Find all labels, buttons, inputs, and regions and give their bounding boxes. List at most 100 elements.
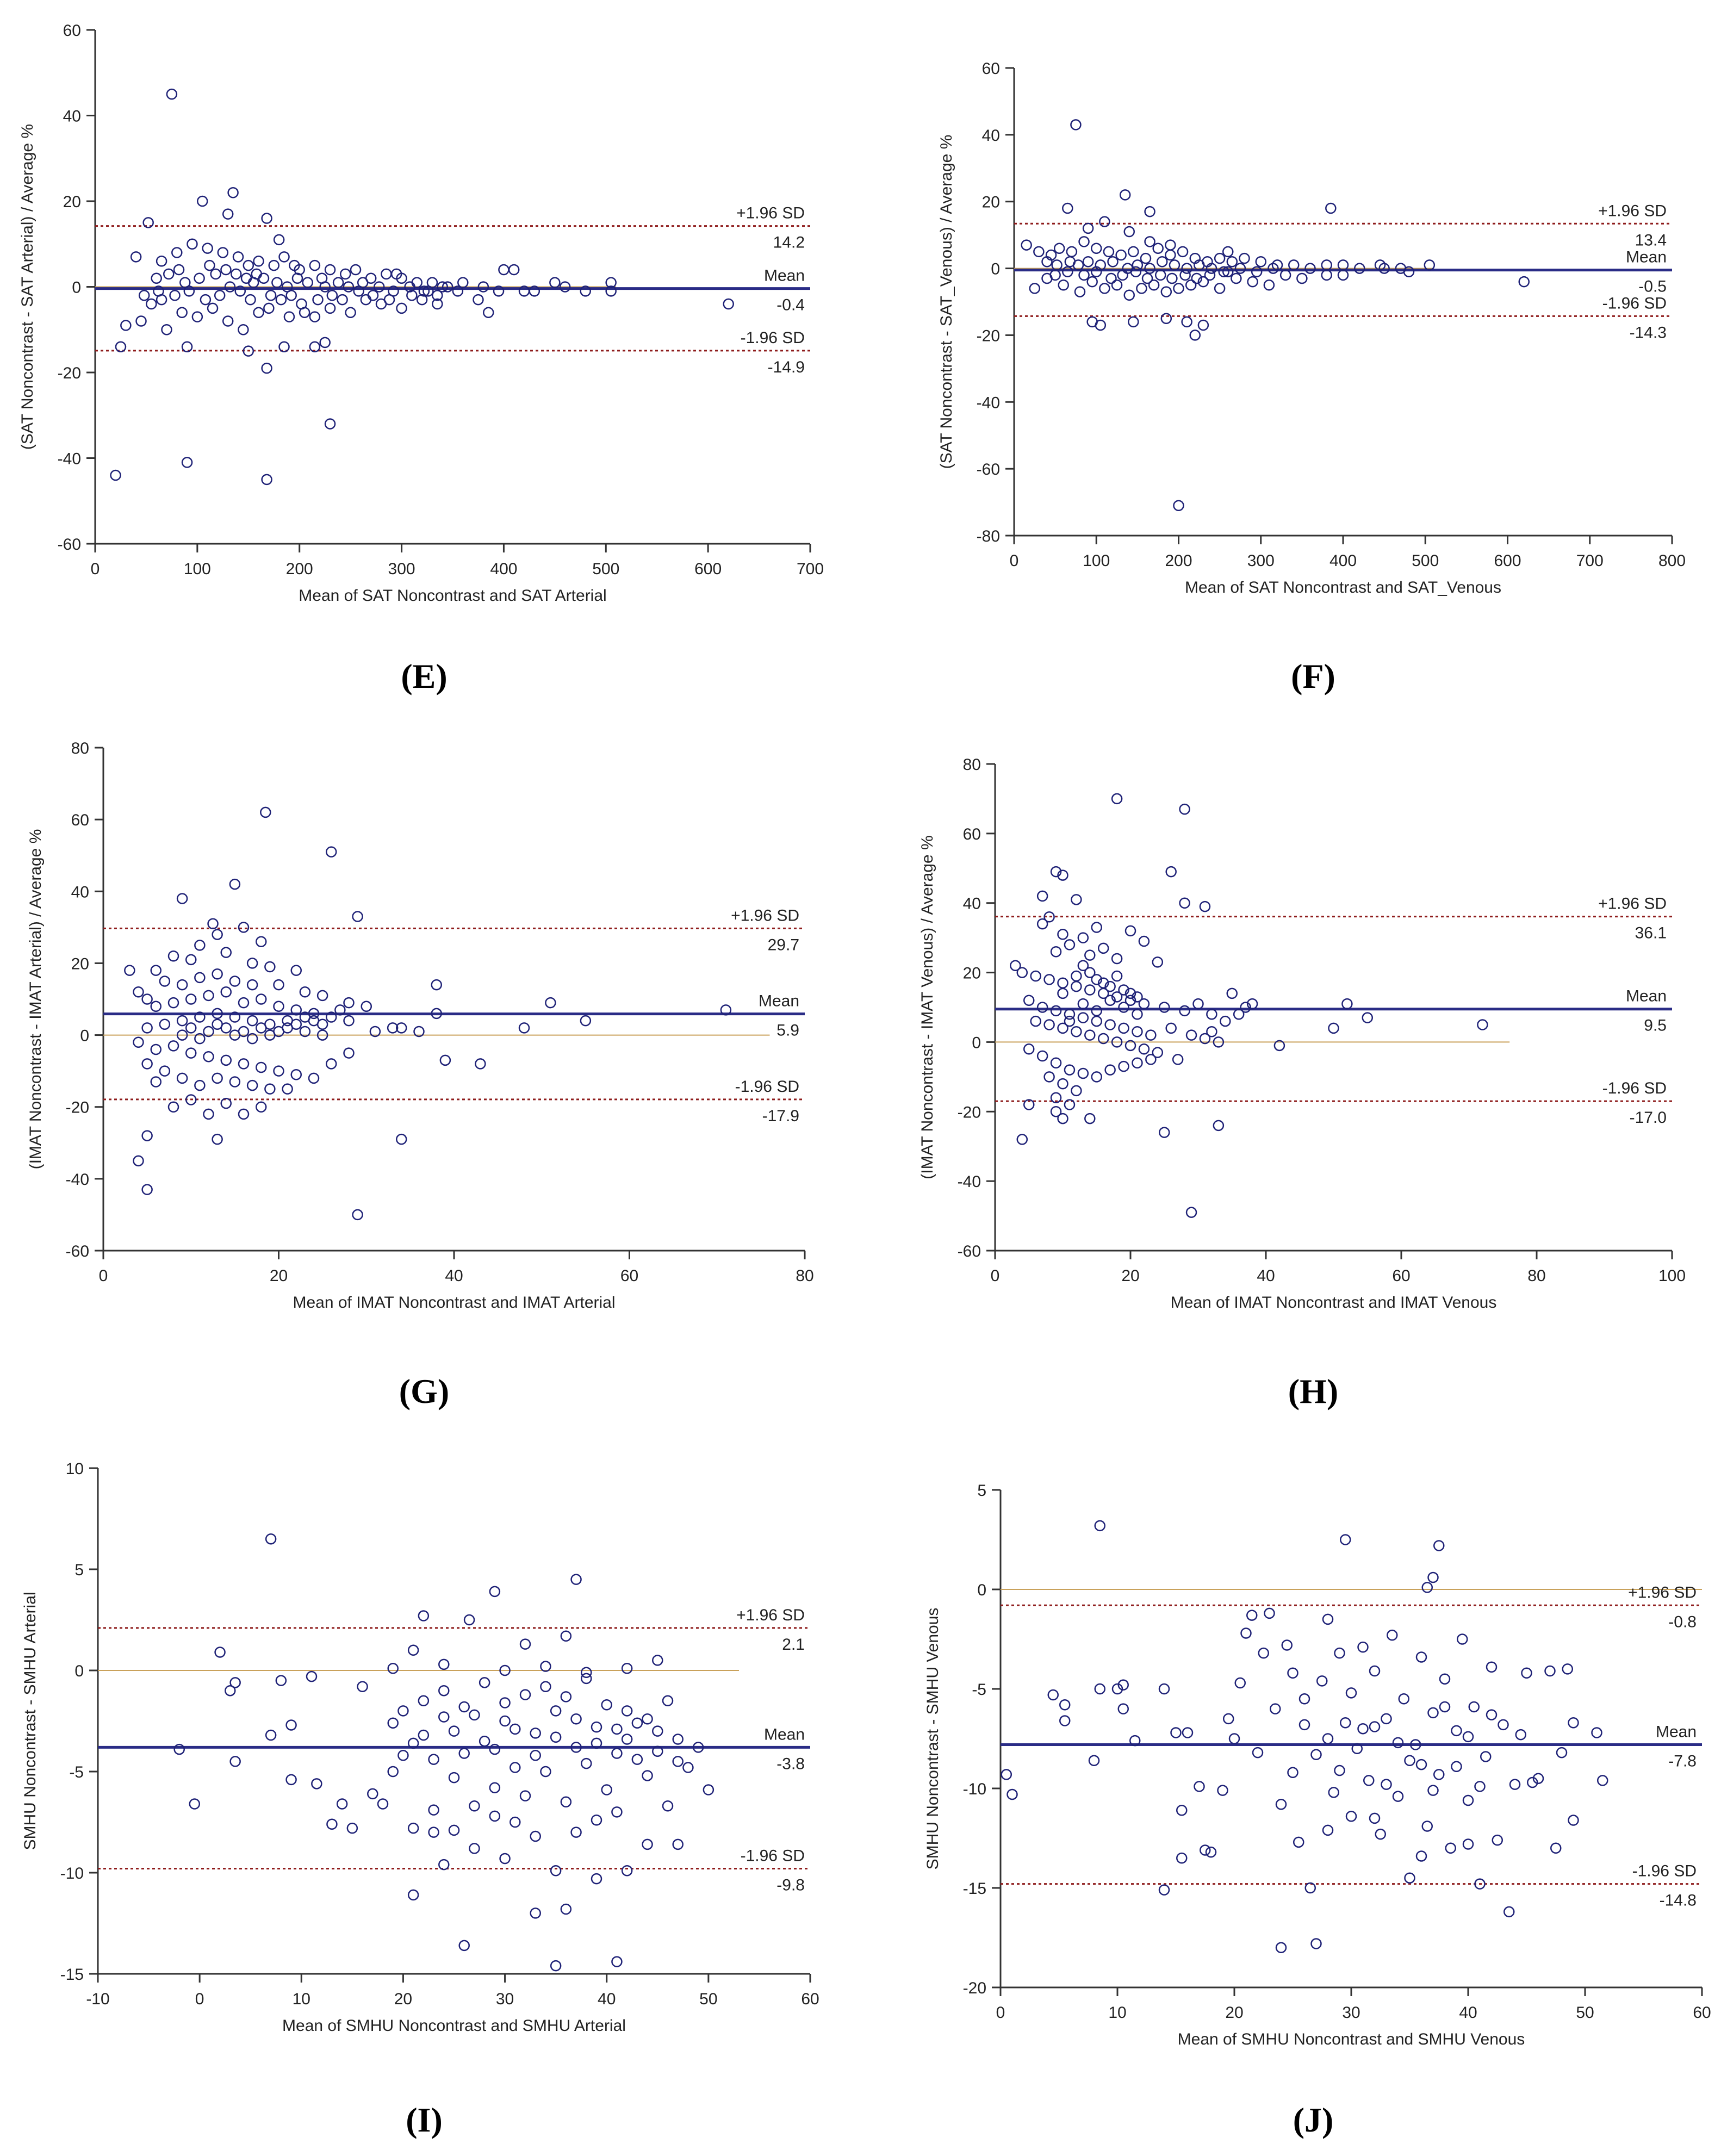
chart-panel-2: 0 100 200 300 400 500 600 700 800 -80 -60 -40 -20 0 20… (937, 60, 1686, 695)
data-point (1509, 1779, 1521, 1790)
data-point (1033, 246, 1045, 258)
data-point (345, 307, 356, 318)
data-point (1043, 1071, 1055, 1083)
data-point (1518, 276, 1530, 288)
data-point (1310, 1938, 1322, 1949)
data-point (1197, 319, 1209, 331)
data-point (1354, 263, 1365, 274)
data-point (581, 1667, 592, 1678)
y-tick-label: 0 (972, 1034, 981, 1052)
data-point (1404, 1755, 1415, 1767)
data-point (256, 936, 267, 948)
y-tick-label: 40 (963, 895, 981, 913)
data-point (191, 311, 203, 322)
data-point (1234, 1677, 1246, 1689)
y-tick-label: 0 (80, 1027, 89, 1045)
data-point (540, 1766, 551, 1778)
data-point (591, 1815, 602, 1826)
data-point (499, 1715, 511, 1727)
data-point (1218, 266, 1229, 277)
x-tick-label: 40 (1257, 1267, 1275, 1285)
data-point (229, 1011, 241, 1023)
data-point (1176, 1852, 1188, 1864)
x-tick-label: 50 (699, 1990, 717, 2008)
data-point (1206, 263, 1217, 274)
x-tick-label: 30 (1342, 2004, 1360, 2022)
x-tick-label: 20 (1121, 1267, 1139, 1285)
x-tick-label: 60 (620, 1267, 638, 1285)
data-point (229, 1677, 241, 1688)
y-tick-label: 10 (66, 1460, 84, 1478)
data-point (489, 1586, 501, 1598)
data-point (510, 1723, 521, 1735)
data-point (1036, 890, 1048, 902)
data-point (185, 993, 197, 1005)
data-point (167, 1101, 179, 1113)
data-point (1145, 1029, 1157, 1041)
y-tick-label: -20 (58, 364, 81, 382)
data-point (1527, 1776, 1538, 1788)
data-point (1049, 269, 1061, 281)
data-point (1345, 1810, 1357, 1822)
data-point (1144, 236, 1155, 247)
data-point (326, 1058, 337, 1070)
y-tick-label: 60 (963, 825, 981, 843)
data-point (1165, 239, 1176, 251)
data-point (161, 324, 172, 335)
panel-label: (I) (406, 2101, 443, 2139)
data-point (264, 961, 276, 973)
lower-sd-value: -14.3 (1630, 324, 1667, 341)
data-point (214, 290, 226, 301)
data-point (207, 918, 219, 929)
data-point (1077, 998, 1089, 1010)
data-point (343, 997, 355, 1009)
data-point (1457, 1633, 1468, 1645)
data-point (1213, 1120, 1225, 1132)
data-point (141, 993, 153, 1005)
data-point (1392, 1791, 1404, 1802)
data-point (141, 1184, 153, 1195)
x-axis-label: Mean of SAT Noncontrast and SAT Arterial (299, 587, 606, 605)
y-tick-label: 0 (72, 279, 81, 297)
data-point (1287, 1667, 1298, 1679)
data-point (1439, 1701, 1451, 1713)
data-point (185, 1022, 197, 1034)
data-point (1462, 1731, 1474, 1743)
data-point (428, 1754, 439, 1765)
data-point (273, 1065, 284, 1077)
data-point (1097, 942, 1109, 954)
data-point (316, 1018, 328, 1030)
data-point (194, 940, 206, 951)
data-point (212, 1008, 223, 1020)
data-point (1157, 256, 1168, 268)
data-point (1124, 987, 1136, 999)
data-point (1078, 269, 1090, 281)
data-point (1321, 269, 1332, 281)
data-point (1118, 1060, 1129, 1072)
data-point (1119, 189, 1131, 201)
data-point (396, 1022, 407, 1034)
x-tick-label: 20 (394, 1990, 412, 2008)
data-point (265, 290, 277, 301)
data-point (343, 281, 355, 293)
data-point (621, 1663, 633, 1674)
data-point (167, 1040, 179, 1052)
data-point (357, 1681, 368, 1693)
data-point (220, 986, 232, 998)
data-point (246, 958, 258, 969)
y-axis-label: (SAT Noncontrast - SAT_Venous) / Average… (937, 135, 955, 469)
data-point (1111, 279, 1123, 291)
data-point (1077, 1012, 1089, 1023)
x-tick-label: 60 (801, 1990, 819, 2008)
data-point (200, 294, 212, 306)
data-point (1057, 987, 1068, 999)
data-point (240, 272, 252, 284)
upper-sd-value: 2.1 (782, 1636, 805, 1654)
data-point (672, 1756, 684, 1767)
data-point (261, 474, 272, 486)
data-point (396, 1133, 407, 1145)
data-point (1415, 1651, 1427, 1663)
data-point (411, 277, 423, 288)
data-point (291, 272, 303, 284)
data-point (1071, 1026, 1082, 1037)
